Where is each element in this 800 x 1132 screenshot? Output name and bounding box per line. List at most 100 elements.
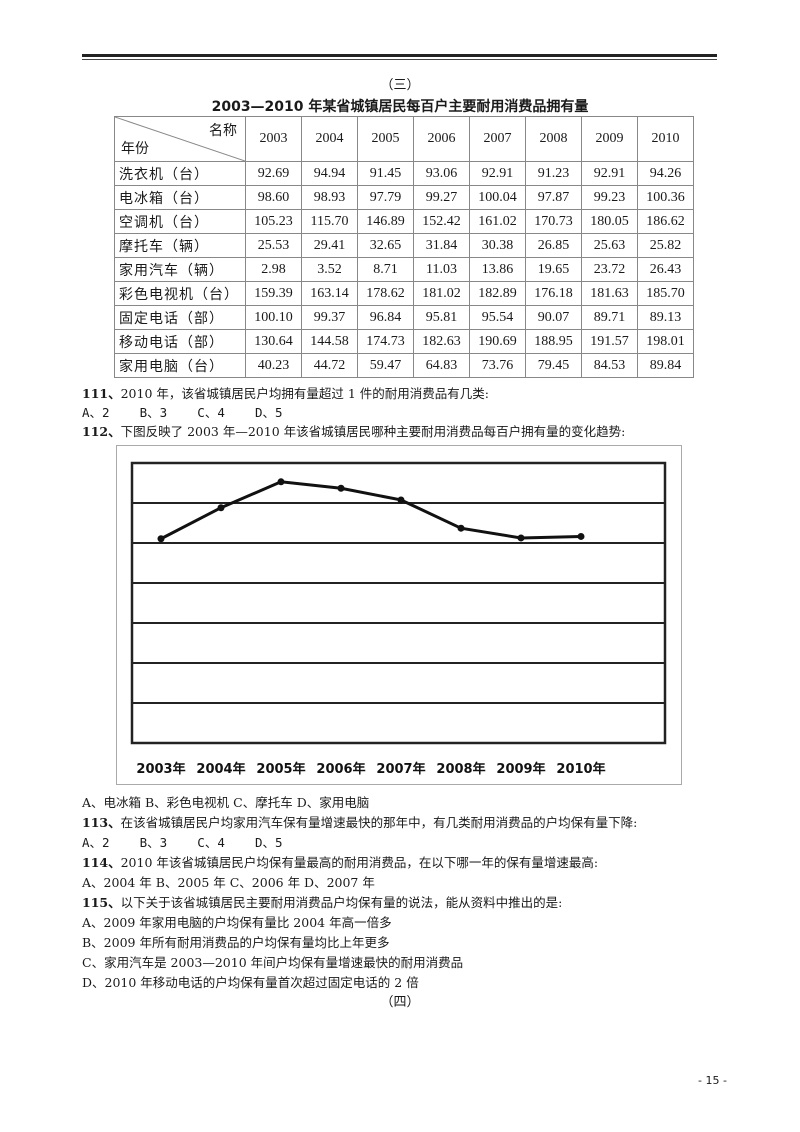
value-cell: 3.52 xyxy=(301,257,358,282)
value-cell: 181.02 xyxy=(413,281,470,306)
section-label-three: （三） xyxy=(380,78,420,93)
question-text: 以下关于该省城镇居民主要耐用消费品户均保有量的说法，能从资料中推出的是: xyxy=(120,895,563,910)
x-axis-label: 2005年 xyxy=(256,761,305,777)
year-header: 2003 xyxy=(245,116,302,162)
year-header: 2008 xyxy=(525,116,582,162)
value-cell: 174.73 xyxy=(357,329,414,354)
data-point-marker xyxy=(277,478,285,486)
year-header: 2009 xyxy=(581,116,638,162)
chart-frame xyxy=(116,445,682,785)
table-row: 摩托车（辆） 25.53 29.41 32.65 31.84 30.38 26.85 25.6… xyxy=(114,233,694,258)
value-cell: 182.89 xyxy=(469,281,526,306)
question-113: 113、在该省城镇居民户均家用汽车保有量增速最快的那年中，有几类耐用消费品的户均… xyxy=(82,812,637,831)
value-cell: 26.85 xyxy=(525,233,582,258)
value-cell: 99.27 xyxy=(413,185,470,210)
value-cell: 100.36 xyxy=(637,185,694,210)
value-cell: 2.98 xyxy=(245,257,302,282)
value-cell: 89.13 xyxy=(637,305,694,330)
question-114-options: A、2004 年 B、2005 年 C、2006 年 D、2007 年 xyxy=(82,875,375,890)
item-name-cell: 彩色电视机（台） xyxy=(114,281,246,306)
year-header: 2006 xyxy=(413,116,470,162)
item-name-cell: 固定电话（部） xyxy=(114,305,246,330)
value-cell: 130.64 xyxy=(245,329,302,354)
value-cell: 26.43 xyxy=(637,257,694,282)
value-cell: 90.07 xyxy=(525,305,582,330)
value-cell: 59.47 xyxy=(357,353,414,378)
table-row: 固定电话（部） 100.10 99.37 96.84 95.81 95.54 90.07 89… xyxy=(114,305,694,330)
page-number: - 15 - xyxy=(698,1074,727,1087)
data-point-marker xyxy=(457,524,465,532)
value-cell: 161.02 xyxy=(469,209,526,234)
header-rule-thin xyxy=(82,59,717,60)
year-header: 2007 xyxy=(469,116,526,162)
x-axis-label: 2003年 xyxy=(136,761,185,777)
question-115-option-a: A、2009 年家用电脑的户均保有量比 2004 年高一倍多 xyxy=(82,915,392,930)
value-cell: 32.65 xyxy=(357,233,414,258)
question-115-option-c: C、家用汽车是 2003—2010 年间户均保有量增速最快的耐用消费品 xyxy=(82,955,464,970)
x-axis-label: 2006年 xyxy=(316,761,365,777)
value-cell: 23.72 xyxy=(581,257,638,282)
item-name-cell: 摩托车（辆） xyxy=(114,233,246,258)
x-axis-label: 2010年 xyxy=(556,761,605,777)
value-cell: 176.18 xyxy=(525,281,582,306)
value-cell: 188.95 xyxy=(525,329,582,354)
question-113-options: A、2 B、3 C、4 D、5 xyxy=(82,835,283,850)
line-chart: 2003年 2004年 2005年 2006年 2007年 2008年 2009年 2010年 xyxy=(130,461,667,777)
data-line xyxy=(160,480,582,541)
data-point-marker xyxy=(397,496,405,504)
question-number: 111、 xyxy=(82,386,121,401)
value-cell: 94.26 xyxy=(637,161,694,186)
corner-label-name: 名称 xyxy=(209,124,237,139)
year-header: 2004 xyxy=(301,116,358,162)
data-point-marker xyxy=(577,532,585,540)
value-cell: 79.45 xyxy=(525,353,582,378)
section-label-four: （四） xyxy=(380,995,420,1010)
value-cell: 178.62 xyxy=(357,281,414,306)
value-cell: 185.70 xyxy=(637,281,694,306)
data-point-marker xyxy=(517,534,525,542)
question-text: 2010 年，该省城镇居民户均拥有量超过 1 件的耐用消费品有几类: xyxy=(120,386,489,401)
value-cell: 19.65 xyxy=(525,257,582,282)
value-cell: 97.79 xyxy=(357,185,414,210)
value-cell: 93.06 xyxy=(413,161,470,186)
year-header: 2005 xyxy=(357,116,414,162)
value-cell: 91.23 xyxy=(525,161,582,186)
value-cell: 91.45 xyxy=(357,161,414,186)
question-115: 115、以下关于该省城镇居民主要耐用消费品户均保有量的说法，能从资料中推出的是: xyxy=(82,892,562,911)
diagonal-line xyxy=(115,117,245,161)
plot-area-border xyxy=(130,461,667,745)
value-cell: 115.70 xyxy=(301,209,358,234)
value-cell: 152.42 xyxy=(413,209,470,234)
value-cell: 98.60 xyxy=(245,185,302,210)
table-row: 家用电脑（台） 40.23 44.72 59.47 64.83 73.76 79.45 84.… xyxy=(114,353,694,378)
data-table: 名称 年份 2003 2004 2005 2006 2007 2008 2009… xyxy=(114,116,694,378)
question-text: 2010 年该省城镇居民户均保有量最高的耐用消费品，在以下哪一年的保有量增速最高… xyxy=(120,855,599,870)
question-number: 115、 xyxy=(82,895,121,910)
value-cell: 170.73 xyxy=(525,209,582,234)
value-cell: 89.84 xyxy=(637,353,694,378)
item-name-cell: 洗衣机（台） xyxy=(114,161,246,186)
value-cell: 25.53 xyxy=(245,233,302,258)
x-axis-label: 2009年 xyxy=(496,761,545,777)
value-cell: 89.71 xyxy=(581,305,638,330)
value-cell: 92.69 xyxy=(245,161,302,186)
value-cell: 146.89 xyxy=(357,209,414,234)
question-115-option-b: B、2009 年所有耐用消费品的户均保有量均比上年更多 xyxy=(82,935,390,950)
value-cell: 11.03 xyxy=(413,257,470,282)
value-cell: 98.93 xyxy=(301,185,358,210)
item-name-cell: 家用汽车（辆） xyxy=(114,257,246,282)
value-cell: 13.86 xyxy=(469,257,526,282)
question-112-options: A、电冰箱 B、彩色电视机 C、摩托车 D、家用电脑 xyxy=(82,795,370,810)
value-cell: 144.58 xyxy=(301,329,358,354)
value-cell: 64.83 xyxy=(413,353,470,378)
item-name-cell: 空调机（台） xyxy=(114,209,246,234)
question-number: 112、 xyxy=(82,424,121,439)
value-cell: 99.37 xyxy=(301,305,358,330)
value-cell: 31.84 xyxy=(413,233,470,258)
table-row: 洗衣机（台） 92.69 94.94 91.45 93.06 92.91 91.23 92.9… xyxy=(114,161,694,186)
question-number: 114、 xyxy=(82,855,121,870)
question-number: 113、 xyxy=(82,815,121,830)
value-cell: 84.53 xyxy=(581,353,638,378)
year-header: 2010 xyxy=(637,116,694,162)
x-axis-label: 2008年 xyxy=(436,761,485,777)
